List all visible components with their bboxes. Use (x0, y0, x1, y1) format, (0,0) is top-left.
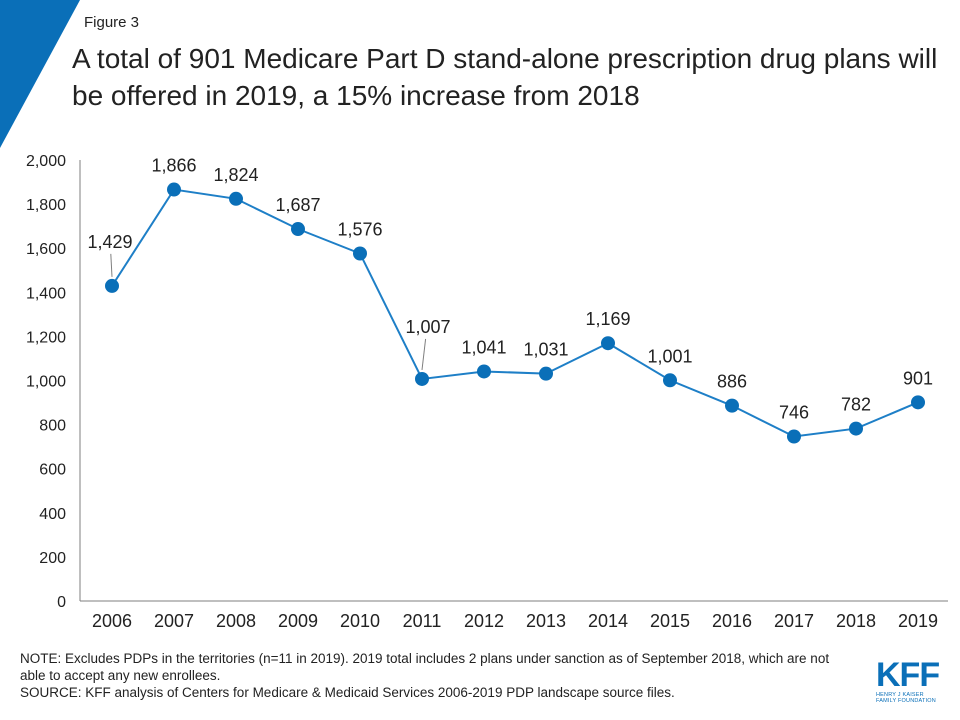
data-point (911, 395, 925, 410)
data-label: 1,169 (585, 309, 630, 329)
x-tick-label: 2016 (712, 611, 752, 631)
x-tick-label: 2012 (464, 611, 504, 631)
data-point (415, 371, 429, 386)
corner-accent-triangle (0, 0, 80, 148)
x-tick-label: 2017 (774, 611, 814, 631)
x-tick-label: 2014 (588, 611, 628, 631)
data-label: 1,007 (405, 317, 450, 337)
data-label: 1,576 (337, 219, 382, 239)
data-label: 1,001 (647, 346, 692, 366)
data-label: 1,041 (461, 337, 506, 357)
label-leader-line (110, 253, 113, 277)
y-tick-label: 600 (39, 462, 66, 479)
y-tick-label: 1,200 (26, 329, 66, 346)
data-label: 1,687 (275, 195, 320, 215)
series-line (111, 188, 919, 438)
logo-subtext-line-1: HENRY J KAISER (876, 692, 924, 698)
x-tick-label: 2009 (278, 611, 318, 631)
logo-subtext-line-2: FAMILY FOUNDATION (876, 698, 936, 704)
kff-logo: KFF HENRY J KAISER FAMILY FOUNDATION (876, 656, 952, 704)
data-point (229, 191, 243, 206)
data-point (725, 398, 739, 413)
data-point (291, 222, 305, 237)
data-point (477, 364, 491, 379)
data-point (849, 421, 863, 436)
y-tick-label: 2,000 (26, 153, 66, 170)
data-point (539, 366, 553, 381)
x-axis: 2006 2007 2008 2009 2010 2011 2012 2013 2014 2015… (80, 600, 948, 631)
y-tick-label: 1,000 (26, 374, 66, 391)
data-label: 1,031 (523, 340, 568, 360)
x-tick-label: 2013 (526, 611, 566, 631)
data-label: 886 (717, 372, 747, 392)
data-point (663, 373, 677, 388)
data-point (105, 278, 119, 293)
footnotes: NOTE: Excludes PDPs in the territories (… (20, 650, 850, 701)
x-tick-label: 2006 (92, 611, 132, 631)
x-tick-label: 2010 (340, 611, 380, 631)
x-tick-label: 2007 (154, 611, 194, 631)
y-tick-label: 800 (39, 418, 66, 435)
data-point (353, 246, 367, 261)
y-tick-label: 1,400 (26, 285, 66, 302)
x-tick-label: 2015 (650, 611, 690, 631)
data-labels: 1,429 1,866 1,824 1,687 1,576 1,007 1,041 1,031… (87, 156, 933, 423)
data-point (601, 336, 615, 351)
data-label: 1,866 (151, 156, 196, 176)
y-tick-label: 400 (39, 506, 66, 523)
y-tick-label: 200 (39, 550, 66, 567)
data-label: 901 (903, 368, 933, 388)
figure-label: Figure 3 (84, 14, 140, 31)
data-label: 1,429 (87, 232, 132, 252)
label-leader-line (421, 338, 427, 371)
logo-mark: KFF (876, 656, 940, 694)
y-tick-label: 1,600 (26, 241, 66, 258)
logo-subtext: HENRY J KAISER FAMILY FOUNDATION (876, 692, 952, 704)
data-point (167, 182, 181, 197)
source-text: SOURCE: KFF analysis of Centers for Medi… (20, 685, 675, 700)
y-tick-label: 0 (57, 594, 66, 611)
note-text: NOTE: Excludes PDPs in the territories (… (20, 651, 830, 683)
y-axis: 0 200 400 600 800 1,000 1,200 1,400 1,600 1,800 2,… (26, 153, 81, 611)
data-label: 746 (779, 403, 809, 423)
y-tick-label: 1,800 (26, 197, 66, 214)
data-label: 782 (841, 395, 871, 415)
x-tick-label: 2011 (403, 611, 442, 631)
data-point (787, 429, 801, 444)
data-label: 1,824 (213, 165, 258, 185)
x-tick-label: 2008 (216, 611, 256, 631)
chart-title: A total of 901 Medicare Part D stand-alo… (72, 43, 938, 111)
series-layer (105, 182, 925, 444)
x-tick-label: 2018 (836, 611, 876, 631)
x-tick-label: 2019 (898, 611, 938, 631)
